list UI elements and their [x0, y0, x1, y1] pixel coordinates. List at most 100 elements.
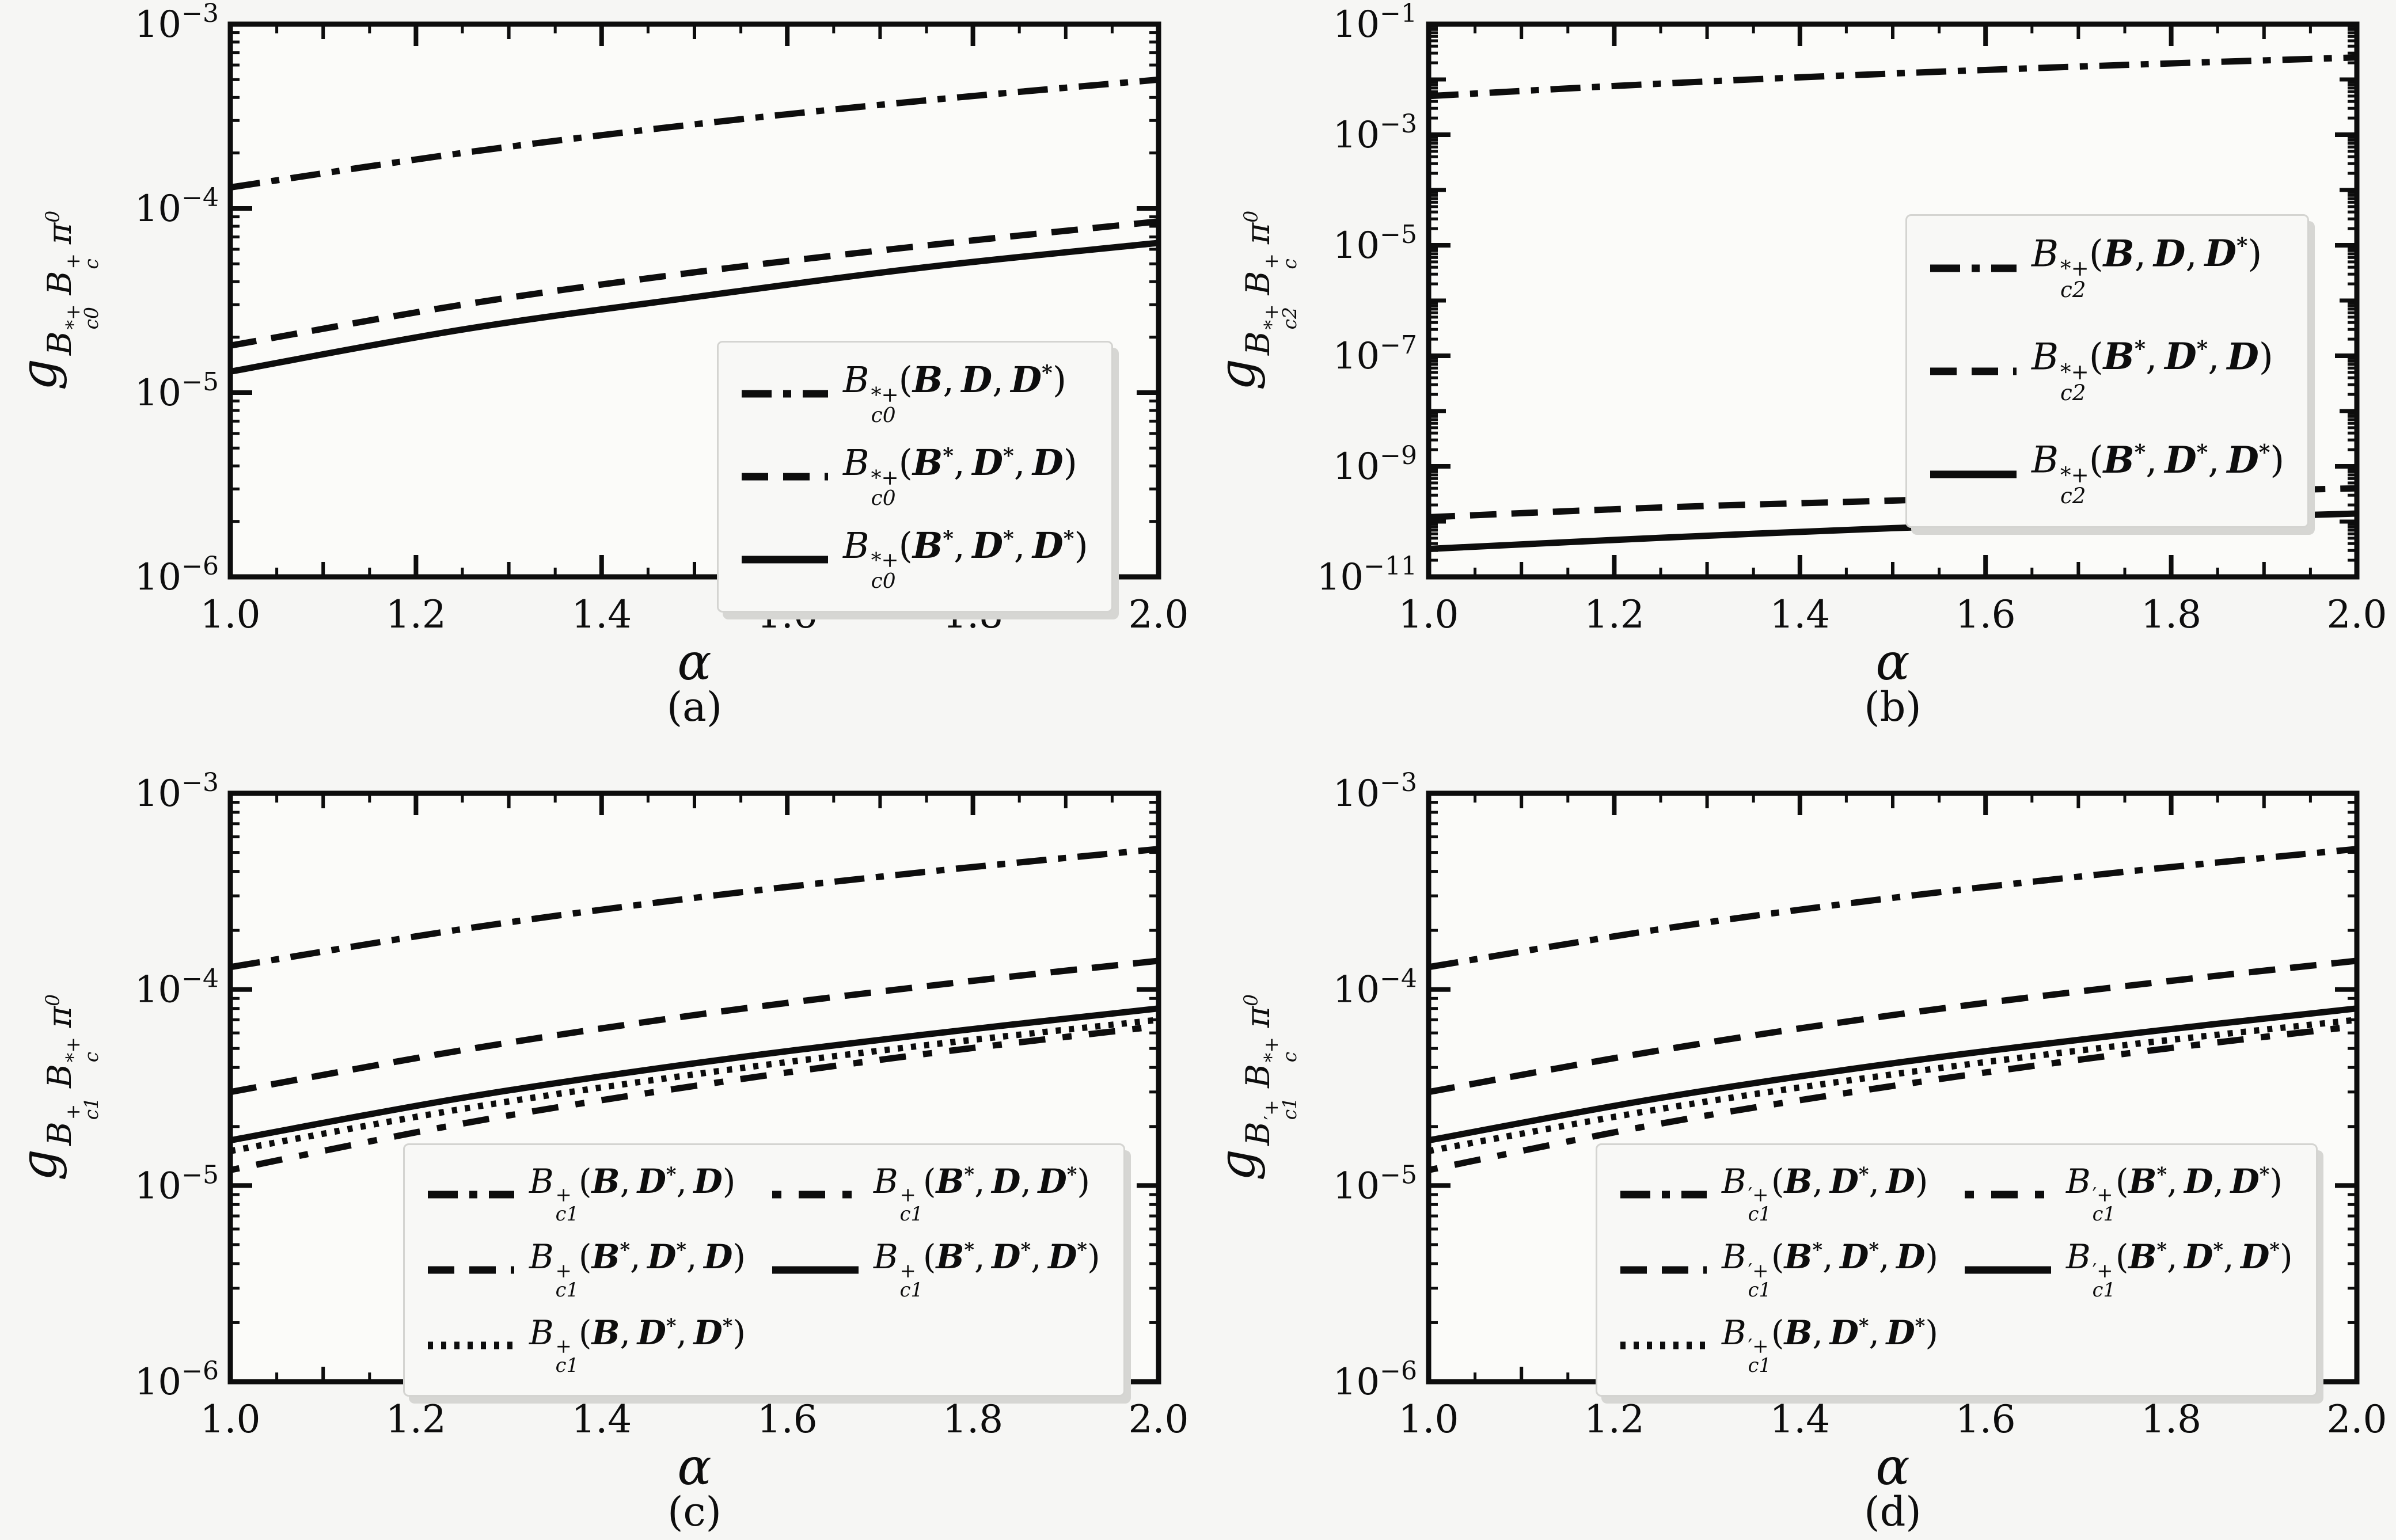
legend-sample-dashdot-line [1620, 1191, 1707, 1199]
legend-sample-solid-line [742, 556, 828, 564]
y-tick-labels: 10−1 10−3 10−5 10−7 10−9 10−11 [1317, 0, 1417, 599]
svg-text:1.4: 1.4 [1770, 1397, 1830, 1442]
legend-entry: B + c1 (B*, D, D*) [772, 1165, 1100, 1224]
legend-sample-loosedashdot-line [772, 1191, 859, 1199]
svg-text:10−9: 10−9 [1333, 441, 1417, 488]
svg-text:10−7: 10−7 [1333, 330, 1417, 378]
svg-text:10−3: 10−3 [135, 770, 219, 815]
legend-label: B *+ c2 (B*, D*, D*) [2032, 438, 2285, 509]
plot-border [227, 21, 1161, 580]
legend-label: B + c1 (B*, D*, D*) [874, 1237, 1100, 1301]
svg-text:2.0: 2.0 [1129, 592, 1189, 637]
legend-entry: B ′+ c1 (B*, D*, D) [1620, 1240, 1938, 1299]
y-axis-label-a: gB *+ c0 B + c π0 [10, 210, 102, 391]
y-tick-labels: 10−3 10−4 10−5 10−6 [135, 0, 219, 599]
svg-text:2.0: 2.0 [1129, 1397, 1189, 1442]
series-a-2-solid [230, 239, 1159, 375]
legend-entry: B ′+ c1 (B, D*, D) [1620, 1165, 1938, 1224]
series-c-4-solid [230, 1005, 1159, 1144]
y-axis-label-b: gB *+ c2 B + c π0 [1208, 210, 1301, 391]
svg-text:1.0: 1.0 [1399, 1397, 1459, 1442]
legend-label: B ′+ c1 (B, D*, D) [1722, 1162, 1928, 1226]
panel-b: 10−1 10−3 10−5 10−7 10−9 10−11 1.0 1.2 1.4 1.6 1.8… [1198, 0, 2396, 770]
legend-label: B + c1 (B, D*, D) [529, 1162, 736, 1226]
svg-text:1.6: 1.6 [757, 1397, 818, 1442]
svg-text:10−3: 10−3 [1333, 770, 1417, 815]
series-c-1-dashed [230, 957, 1159, 1096]
svg-text:1.2: 1.2 [386, 592, 446, 637]
caption: (a) [667, 683, 722, 731]
series-d-2-dotted [1428, 1016, 2357, 1154]
legend-sample-dotted-line [1620, 1341, 1707, 1349]
svg-text:10−5: 10−5 [1333, 220, 1417, 267]
legend-label: B ′+ c1 (B*, D, D*) [2066, 1162, 2283, 1226]
svg-text:10−3: 10−3 [1333, 109, 1417, 157]
series-a-1-dashed [230, 218, 1159, 349]
legend-sample-dashed-line [428, 1266, 514, 1274]
x-tick-labels: 1.0 1.2 1.4 1.6 1.8 2.0 [1399, 592, 2387, 637]
svg-text:10−5: 10−5 [1333, 1160, 1417, 1207]
legend-sample-dashed-line [742, 473, 828, 481]
caption: (d) [1864, 1488, 1921, 1535]
svg-text:1.2: 1.2 [386, 1397, 446, 1442]
chart-a: 10−310−410−510−61.0 1.2 1.4 1.6 1.8 2.0α(a) [135, 0, 1189, 731]
series-c-0-dashdot [230, 846, 1159, 971]
legend-label: B ′+ c1 (B, D*, D*) [1722, 1313, 1939, 1377]
x-axis-label: α [1875, 632, 1909, 691]
legend-label: B *+ c2 (B*, D*, D) [2032, 335, 2273, 405]
legend-sample-solid-line [772, 1266, 859, 1274]
svg-text:1.8: 1.8 [2141, 1397, 2201, 1442]
y-axis-label-d: gB ′+ c1 B *+ c π0 [1208, 994, 1301, 1181]
svg-text:2.0: 2.0 [2327, 1397, 2387, 1442]
legend-label: B *+ c0 (B, D, D*) [843, 359, 1067, 427]
svg-text:10−3: 10−3 [135, 0, 219, 46]
svg-text:10−6: 10−6 [135, 1356, 219, 1404]
legend-sample-dashdot-line [742, 390, 828, 398]
panel-a: 10−3 10−4 10−5 10−6 1.0 1.2 1.4 1.6 1.8 2.0 α (a) g… [0, 0, 1198, 770]
x-tick-labels: 1.0 1.2 1.4 1.6 1.8 2.0 [200, 1397, 1189, 1442]
svg-text:1.0: 1.0 [1399, 592, 1459, 637]
plot-border [1426, 21, 2360, 580]
series-d-0-dashdot [1428, 846, 2357, 971]
svg-text:1.6: 1.6 [1955, 1397, 2016, 1442]
legend-entry: B *+ c0 (B, D, D*) [742, 362, 1088, 425]
legend-sample-dashdot-line [1930, 264, 2017, 272]
svg-text:1.8: 1.8 [2141, 592, 2201, 637]
svg-text:10−11: 10−11 [1317, 552, 1417, 599]
svg-text:1.6: 1.6 [1955, 592, 2016, 637]
legend-d: B ′+ c1 (B, D*, D) B ′+ c1 (B*, D, D*) B ′+ c1 (B*,… [1596, 1143, 2318, 1397]
legend-entry: B *+ c2 (B*, D*, D) [1930, 339, 2284, 404]
legend-label: B ′+ c1 (B*, D*, D) [1722, 1237, 1939, 1301]
legend-label: B + c1 (B*, D*, D) [529, 1237, 746, 1301]
series-c-2-dotted [230, 1016, 1159, 1154]
legend-sample-solid-line [1930, 470, 2017, 478]
legend-sample-solid-line [1965, 1266, 2052, 1274]
caption: (b) [1864, 683, 1921, 731]
legend-label: B *+ c2 (B, D, D*) [2032, 232, 2262, 302]
legend-entry: B + c1 (B*, D*, D*) [772, 1240, 1100, 1299]
legend-b: B *+ c2 (B, D, D*) B *+ c2 (B*, D*, D) B *+ c2 (B*,… [1905, 214, 2310, 528]
y-tick-labels: 10−3 10−4 10−5 10−6 [1333, 770, 1417, 1404]
legend-entry: B *+ c2 (B*, D*, D*) [1930, 442, 2284, 507]
svg-text:10−6: 10−6 [135, 552, 219, 599]
legend-label: B + c1 (B*, D, D*) [874, 1162, 1091, 1226]
legend-sample-dashdot-line [428, 1191, 514, 1199]
legend-a: B *+ c0 (B, D, D*) B *+ c0 (B*, D*, D) B *+ c0 (B*,… [717, 341, 1113, 613]
legend-label: B ′+ c1 (B*, D*, D*) [2066, 1237, 2293, 1301]
legend-entry: B ′+ c1 (B, D*, D*) [1620, 1316, 1938, 1375]
series-b-1-dashed [1428, 485, 2357, 520]
svg-text:1.4: 1.4 [571, 1397, 632, 1442]
svg-text:10−5: 10−5 [135, 367, 219, 415]
legend-entry: B *+ c0 (B*, D*, D) [742, 444, 1088, 508]
svg-text:1.4: 1.4 [571, 592, 632, 637]
svg-text:10−4: 10−4 [135, 964, 219, 1012]
legend-sample-dotted-line [428, 1341, 514, 1349]
x-axis-label: α [677, 632, 711, 691]
legend-entry: B + c1 (B, D*, D) [428, 1165, 746, 1224]
x-axis-label: α [677, 1437, 711, 1496]
series-b-0-dashdot [1428, 54, 2357, 100]
legend-entry: B + c1 (B*, D*, D) [428, 1240, 746, 1299]
caption: (c) [667, 1488, 722, 1535]
svg-text:1.2: 1.2 [1584, 1397, 1645, 1442]
